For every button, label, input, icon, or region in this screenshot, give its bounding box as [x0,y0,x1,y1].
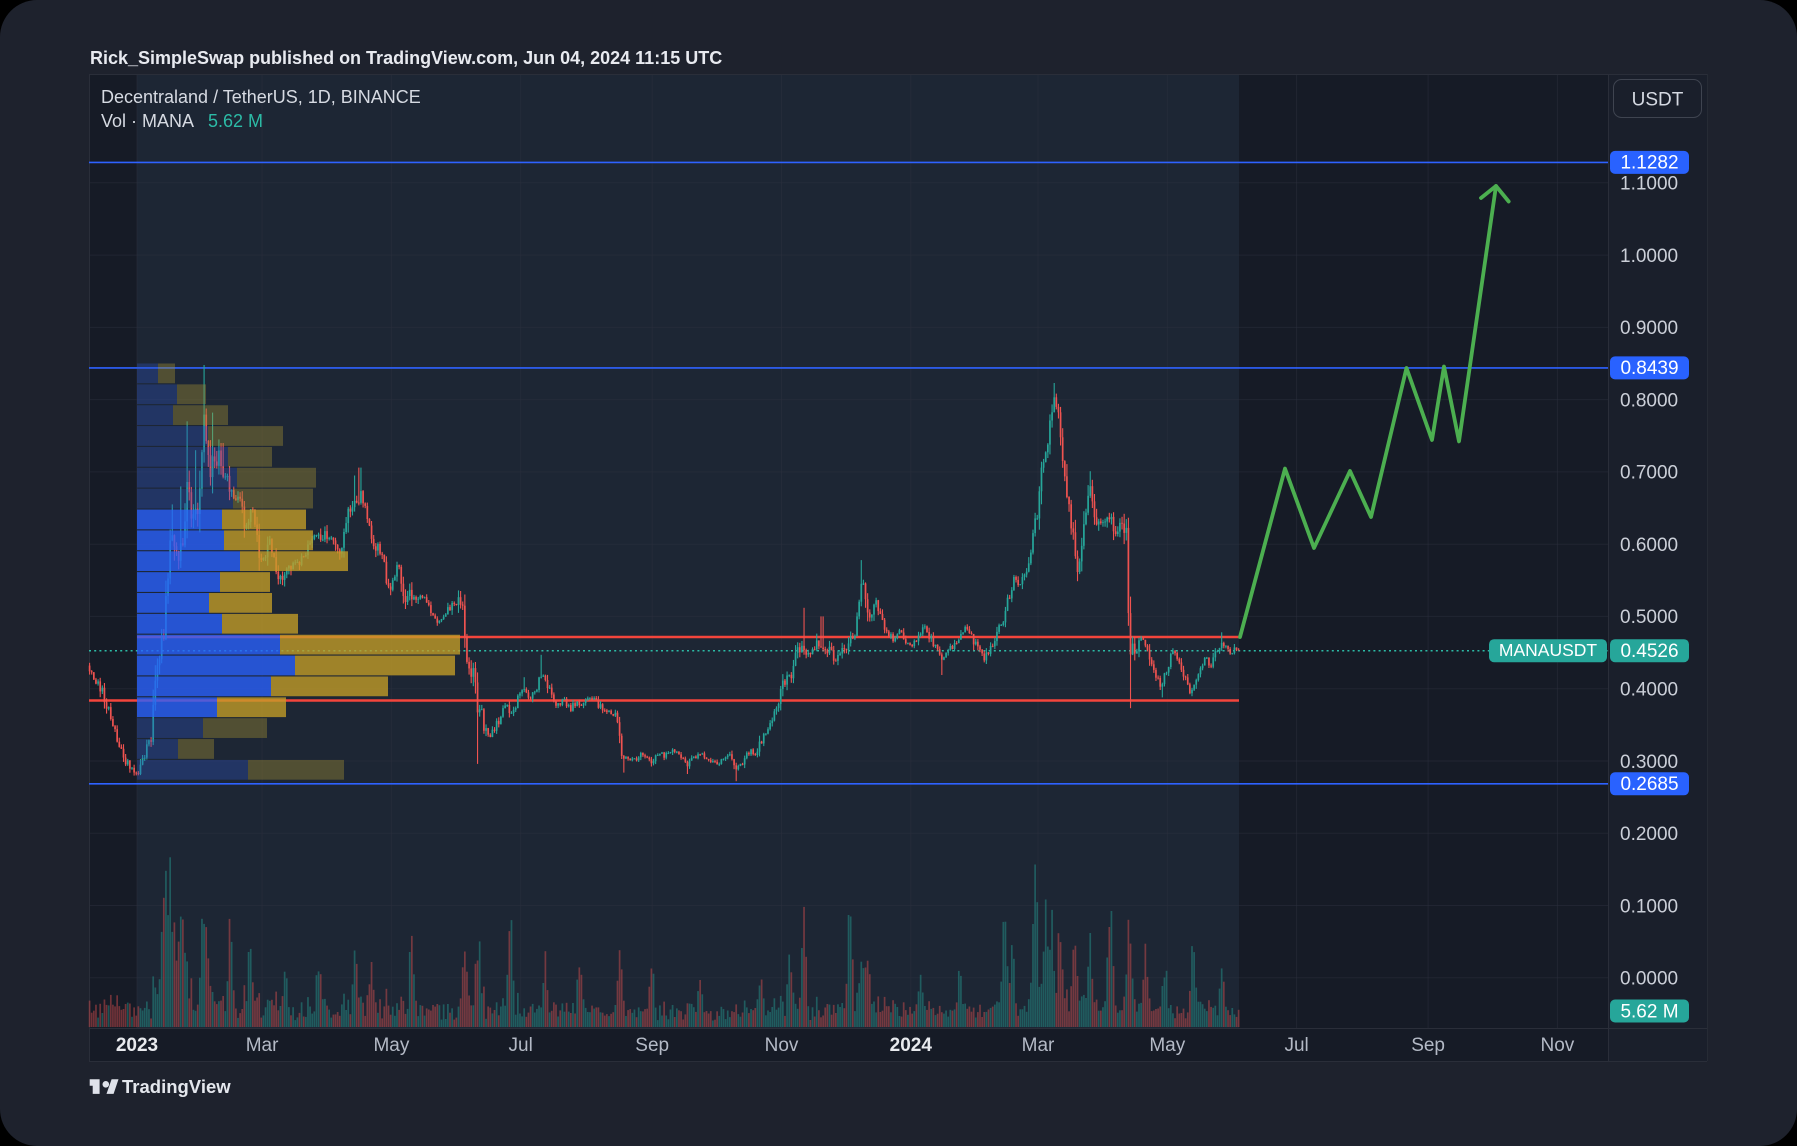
svg-text:0.6000: 0.6000 [1620,535,1678,556]
svg-text:0.1000: 0.1000 [1620,896,1678,917]
svg-text:1.1282: 1.1282 [1620,153,1678,174]
svg-text:0.4000: 0.4000 [1620,680,1678,701]
svg-text:May: May [373,1035,409,1056]
svg-text:0.9000: 0.9000 [1620,318,1678,339]
svg-text:Jul: Jul [509,1035,533,1056]
svg-text:USDT: USDT [1632,90,1684,111]
svg-text:Sep: Sep [635,1035,669,1056]
svg-text:0.8000: 0.8000 [1620,390,1678,411]
svg-text:Nov: Nov [1541,1035,1575,1056]
svg-text:0.4526: 0.4526 [1620,641,1678,662]
svg-text:1.1000: 1.1000 [1620,174,1678,195]
svg-text:Nov: Nov [765,1035,799,1056]
svg-text:MANAUSDT: MANAUSDT [1499,640,1598,660]
svg-text:0.3000: 0.3000 [1620,752,1678,773]
svg-text:0.0000: 0.0000 [1620,969,1678,990]
svg-text:Sep: Sep [1411,1035,1445,1056]
svg-text:1.0000: 1.0000 [1620,246,1678,267]
svg-text:Decentraland / TetherUS, 1D, B: Decentraland / TetherUS, 1D, BINANCE [101,87,421,107]
svg-text:2024: 2024 [890,1035,933,1056]
svg-text:Mar: Mar [246,1035,279,1056]
svg-text:Mar: Mar [1022,1035,1055,1056]
svg-text:TradingView: TradingView [122,1076,231,1097]
svg-text:5.62 M: 5.62 M [208,111,263,131]
svg-text:0.5000: 0.5000 [1620,607,1678,628]
svg-text:Rick_SimpleSwap published on T: Rick_SimpleSwap published on TradingView… [90,48,722,68]
svg-text:0.7000: 0.7000 [1620,463,1678,484]
svg-text:0.2685: 0.2685 [1620,774,1678,795]
svg-text:5.62 M: 5.62 M [1620,1001,1678,1022]
svg-text:Vol · MANA: Vol · MANA [101,111,194,131]
svg-text:May: May [1149,1035,1185,1056]
svg-text:Jul: Jul [1284,1035,1308,1056]
svg-text:2023: 2023 [116,1035,158,1056]
svg-text:0.2000: 0.2000 [1620,824,1678,845]
svg-text:0.8439: 0.8439 [1620,358,1678,379]
